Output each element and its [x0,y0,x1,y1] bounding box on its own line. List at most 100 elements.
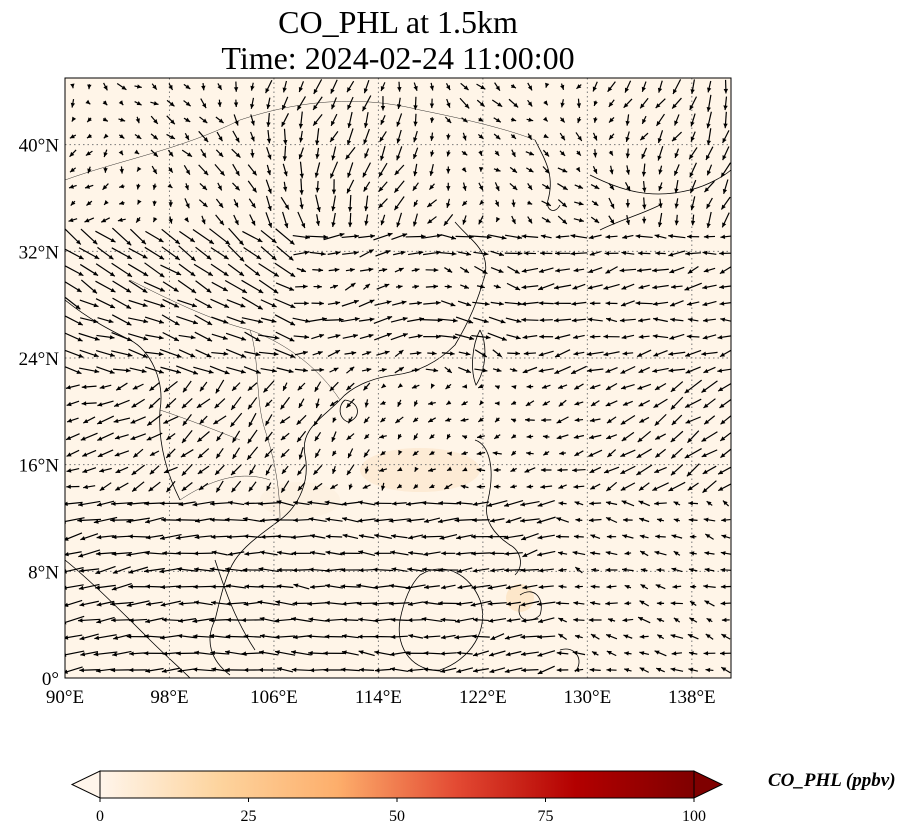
wind-arrow [330,483,338,490]
wind-arrow [553,284,572,290]
wind-arrow [148,481,161,492]
wind-arrow [65,265,84,277]
wind-arrow [476,467,486,473]
wind-arrow [149,382,160,392]
wind-arrow [324,317,344,322]
wind-arrow [406,518,425,523]
coastline-mindanao [518,591,542,621]
wind-arrow [134,84,142,89]
wind-arrow [642,180,647,193]
wind-arrow [181,463,193,477]
wind-arrow [280,448,290,458]
wind-arrow [608,133,615,141]
wind-arrow [102,117,109,122]
wind-arrow [409,300,423,306]
wind-arrow [506,334,521,340]
wind-arrow [655,534,666,539]
wind-arrow [489,667,506,674]
wind-arrow [670,634,684,639]
y-tick-label: 8°N [28,562,59,583]
wind-arrow [719,349,731,358]
wind-arrow [266,113,271,127]
wind-arrow [331,97,337,110]
wind-arrow [372,567,394,572]
wind-arrow [95,668,116,673]
wind-arrow [522,334,538,340]
wind-arrow [638,284,650,290]
wind-arrow [459,266,470,274]
wind-arrow [438,567,459,573]
wind-arrow [128,280,148,294]
wind-arrow [231,430,241,443]
wind-arrow [299,178,304,195]
wind-arrow [280,396,291,410]
wind-arrow [192,228,215,245]
wind-arrow [331,195,336,212]
wind-arrow [670,447,683,459]
wind-arrow [224,517,248,522]
wind-arrow [217,99,222,108]
wind-arrow [346,179,355,194]
wind-arrow [523,251,536,256]
wind-arrow [291,650,312,656]
wind-arrow [296,267,307,273]
wind-arrow [311,367,325,373]
wind-arrow [413,199,418,207]
wind-arrow [211,351,229,356]
wind-arrow [504,551,523,556]
wind-arrow [722,500,730,507]
wind-arrow [445,383,452,390]
wind-arrow [575,132,583,142]
wind-arrow [706,128,712,146]
wind-arrow [486,500,508,507]
wind-arrow [641,115,647,125]
wind-arrow [439,533,458,540]
wind-arrow [537,617,555,624]
wind-arrow [298,81,305,93]
wind-arrow [96,534,115,540]
wind-arrow [639,600,650,607]
wind-arrow [373,634,393,639]
wind-arrow [671,534,683,539]
wind-arrow [426,199,438,208]
wind-arrow [574,584,583,589]
wind-arrow [686,301,700,306]
wind-arrow [624,584,632,590]
wind-arrow [233,99,239,108]
wind-arrow [183,100,192,107]
wind-arrow [639,416,650,424]
wind-arrow [66,449,80,457]
wind-arrow [635,234,653,239]
wind-arrow [79,317,99,324]
wind-arrow [358,234,376,239]
wind-arrow [527,183,533,191]
wind-arrow [315,194,321,213]
coastline-indochina [209,399,341,676]
wind-arrow [340,317,360,323]
wind-arrow [723,79,729,94]
wind-arrow [671,651,682,656]
wind-arrow [504,667,523,674]
wind-arrow [341,601,359,606]
wind-arrow [78,247,100,260]
wind-arrow [293,301,309,306]
wind-arrow [79,668,99,673]
wind-arrow [425,267,439,273]
wind-arrow [608,150,614,156]
wind-arrow [605,382,618,391]
wind-arrow [706,500,713,506]
wind-arrow [80,228,98,245]
wind-arrow [113,633,131,640]
wind-arrow [668,368,686,373]
wind-arrow [118,200,125,206]
wind-arrow [537,500,555,507]
wind-arrow [504,234,523,240]
wind-arrow [637,430,651,443]
wind-arrow [178,334,196,340]
wind-arrow [79,299,99,308]
wind-arrow [275,282,295,291]
wind-arrow [491,99,503,108]
wind-arrow [111,314,132,326]
wind-arrow [701,431,718,443]
wind-arrow [493,167,501,172]
